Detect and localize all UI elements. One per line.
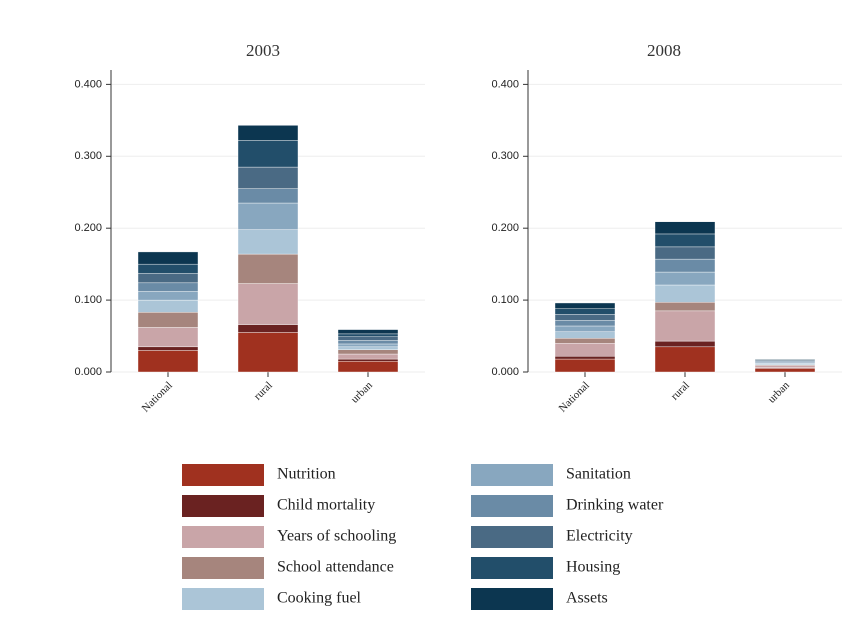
bar-segment	[654, 310, 716, 342]
x-tick-label: National	[140, 379, 175, 414]
bar-segment	[137, 291, 199, 301]
legend-label: Child mortality	[277, 497, 375, 514]
legend-swatch	[182, 495, 264, 517]
bar-segment	[337, 353, 399, 360]
bar-segment	[137, 350, 199, 373]
x-tick-label: rural	[669, 379, 692, 402]
bar-segment	[554, 314, 616, 321]
bar-segment	[554, 358, 616, 373]
legend-label: Years of schooling	[277, 528, 396, 545]
x-tick-label: urban	[766, 379, 793, 406]
bar-segment	[137, 327, 199, 348]
y-tick-label: 0.200	[74, 222, 102, 234]
y-tick-label: 0.400	[74, 78, 102, 90]
bar-segment	[654, 302, 716, 312]
bar-segment	[337, 340, 399, 345]
bar-segment	[554, 355, 616, 360]
bar-segment	[237, 229, 299, 255]
bar-segment	[554, 308, 616, 315]
bar-segment	[654, 340, 716, 348]
legend-swatch	[471, 464, 553, 486]
bar-segment	[554, 320, 616, 327]
bar-segment	[137, 312, 199, 328]
bar-segment	[137, 346, 199, 351]
legend-label: Assets	[566, 590, 608, 607]
bar-segment	[137, 282, 199, 292]
panel-title: 2003	[246, 41, 280, 60]
legend-label: Sanitation	[566, 466, 631, 483]
legend-swatch	[182, 588, 264, 610]
bar-segment	[754, 365, 816, 368]
bar-segment	[554, 302, 616, 309]
bar-segment	[337, 336, 399, 341]
bar-segment	[654, 233, 716, 248]
y-tick-label: 0.000	[74, 366, 102, 378]
bar-segment	[654, 221, 716, 235]
y-tick-label: 0.300	[74, 150, 102, 162]
bar-segment	[337, 349, 399, 355]
legend-swatch	[471, 557, 553, 579]
bar-segment	[237, 140, 299, 168]
panel-title: 2008	[647, 41, 681, 60]
legend-swatch	[471, 526, 553, 548]
legend-swatch	[182, 557, 264, 579]
bar-segment	[237, 188, 299, 204]
y-tick-label: 0.200	[491, 222, 519, 234]
bar-segment	[137, 251, 199, 265]
x-tick-label: rural	[252, 379, 275, 402]
bar-segment	[237, 283, 299, 325]
bar-segment	[237, 332, 299, 373]
bar-segment	[237, 125, 299, 141]
y-tick-label: 0.100	[74, 294, 102, 306]
bar-segment	[337, 329, 399, 335]
bar-segment	[654, 246, 716, 260]
bar-segment	[654, 284, 716, 303]
bar-segment	[654, 271, 716, 286]
bar-segment	[754, 361, 816, 363]
bar-segment	[337, 346, 399, 350]
bar-segment	[237, 324, 299, 333]
bar-segment	[237, 253, 299, 284]
bar-segment	[137, 299, 199, 313]
x-tick-label: urban	[349, 379, 376, 406]
legend-label: Electricity	[566, 528, 633, 545]
y-tick-label: 0.100	[491, 294, 519, 306]
legend-label: Nutrition	[277, 466, 336, 483]
bar-segment	[554, 338, 616, 344]
bar-segment	[237, 202, 299, 230]
bar-segment	[337, 333, 399, 337]
legend-swatch	[182, 464, 264, 486]
legend-label: Housing	[566, 559, 620, 576]
legend-label: Drinking water	[566, 497, 664, 514]
legend-swatch	[182, 526, 264, 548]
bar-segment	[337, 358, 399, 362]
bar-segment	[554, 325, 616, 332]
legend-swatch	[471, 495, 553, 517]
bar-segment	[754, 368, 816, 373]
bar-segment	[654, 258, 716, 273]
y-tick-label: 0.000	[491, 366, 519, 378]
bar-segment	[754, 363, 816, 366]
bar-segment	[654, 346, 716, 373]
bar-segment	[337, 343, 399, 348]
legend-label: School attendance	[277, 559, 394, 576]
bar-segment	[137, 263, 199, 274]
bar-segment	[237, 166, 299, 189]
y-tick-label: 0.400	[491, 78, 519, 90]
legend-label: Cooking fuel	[277, 590, 362, 607]
y-tick-label: 0.300	[491, 150, 519, 162]
bar-segment	[754, 358, 816, 360]
bar-segment	[554, 343, 616, 357]
bar-segment	[137, 273, 199, 284]
x-tick-label: National	[557, 379, 592, 414]
bar-segment	[554, 331, 616, 339]
legend-swatch	[471, 588, 553, 610]
bar-segment	[337, 361, 399, 373]
